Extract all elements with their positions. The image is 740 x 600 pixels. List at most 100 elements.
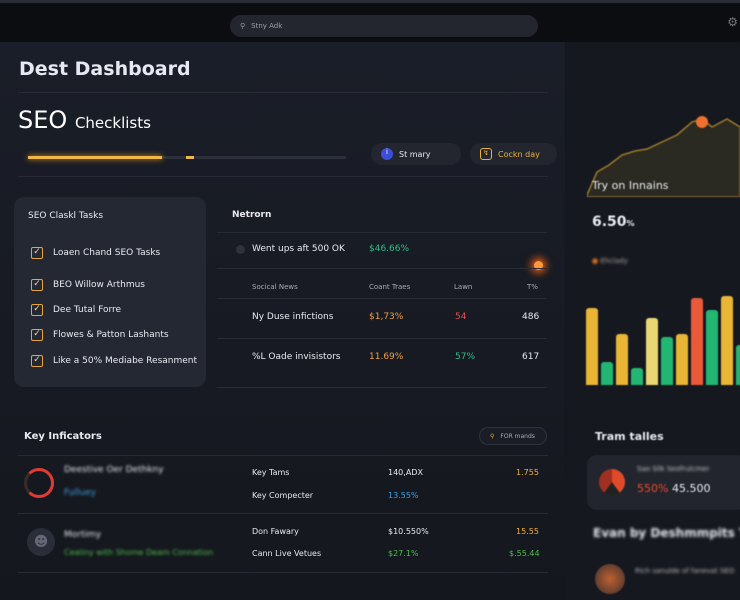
cockn-day-button[interactable]: ↯ Cockn day — [470, 143, 557, 165]
bolt-icon: ↯ — [480, 148, 492, 160]
table-cell: $1,73% — [369, 312, 404, 322]
column-header: Lawn — [454, 283, 473, 291]
row-label: Went ups aft 500 OK — [252, 244, 345, 254]
table-cell: %L Oade invisistors — [252, 352, 341, 362]
section-title-small: Checklists — [74, 114, 151, 132]
search-input[interactable]: ⚲ Stny Adk — [230, 15, 538, 37]
bar — [586, 308, 598, 385]
thumbnail-icon — [595, 564, 625, 594]
chart-legend: ● Ehclady — [592, 257, 628, 265]
task-label: BEO Willow Arthmus — [53, 280, 145, 290]
task-label: Flowes & Patton Lashants — [53, 330, 169, 340]
bar — [661, 337, 673, 385]
task-item[interactable]: ✓ Dee Tutal Forre — [31, 304, 121, 316]
task-label: Like a 50% Mediabe Resanment — [53, 356, 198, 366]
netron-title: Netrorn — [232, 210, 272, 220]
checkbox-checked-icon[interactable]: ✓ — [31, 304, 43, 316]
search-placeholder: Stny Adk — [251, 22, 283, 30]
area-series — [587, 118, 740, 197]
section-title: SEO Checklists — [18, 106, 151, 134]
table-cell: 57% — [455, 352, 476, 362]
task-item[interactable]: ✓ BEO Willow Arthmus — [31, 279, 145, 291]
task-item[interactable]: ✓ Like a 50% Mediabe Resanment — [31, 355, 197, 367]
divider — [18, 92, 548, 93]
section-title: Evan by Deshmmpits Ti — [593, 526, 740, 540]
metric-label: Key Tams — [252, 468, 290, 477]
stat-label: Sao Silk Seofrulcmer — [637, 465, 710, 473]
section-title-big: SEO — [18, 106, 68, 134]
bar — [616, 334, 628, 385]
peak-marker — [696, 116, 708, 128]
bar-chart — [586, 290, 740, 385]
divider — [18, 455, 548, 456]
metric-label: Don Fawary — [252, 527, 299, 536]
divider — [217, 387, 547, 388]
table-cell: Ny Duse infictions — [252, 312, 334, 322]
task-label: Dee Tutal Forre — [53, 305, 122, 315]
row-value: $46.66% — [369, 244, 410, 254]
stat-percent: 550% — [637, 482, 669, 495]
bar — [646, 318, 658, 385]
metric-label: Cann Live Vetues — [252, 549, 322, 558]
bar — [736, 345, 740, 385]
metric-extra: $.55.44 — [509, 549, 540, 558]
card-title: SEO Claskl Tasks — [28, 211, 104, 221]
bar — [601, 362, 613, 385]
right-panel: Try on Innains 6.50% ● Ehclady Tram tall… — [565, 42, 740, 600]
column-header: Socical News — [252, 283, 298, 291]
button-label: Cockn day — [498, 149, 540, 159]
page-title: Dest Dashboard — [19, 58, 191, 80]
glow-dot-icon — [534, 261, 543, 270]
donut-icon — [599, 469, 625, 495]
indicator-name: Mortimy — [64, 530, 102, 540]
info-icon: i — [381, 148, 393, 160]
checkbox-checked-icon[interactable]: ✓ — [31, 279, 43, 291]
checkbox-checked-icon[interactable]: ✓ — [31, 329, 43, 341]
seo-tasks-card: SEO Claskl Tasks ✓ Loaen Chand SEO Tasks … — [14, 197, 206, 387]
button-label: St mary — [399, 149, 431, 159]
column-header: Coant Traes — [369, 283, 411, 291]
metric-extra: 1.755 — [516, 468, 539, 477]
task-item[interactable]: ✓ Flowes & Patton Lashants — [31, 329, 169, 341]
table-cell: 617 — [522, 352, 540, 362]
key-indicators-title: Key Inficators — [24, 431, 102, 442]
section-title: Tram talles — [595, 430, 664, 443]
metric-suffix: % — [626, 219, 635, 228]
divider — [217, 338, 547, 339]
filter-button[interactable]: ⚲ FOR mands — [479, 427, 547, 445]
legend-label: Ehclady — [600, 257, 628, 265]
indicator-name: Deestive Oer Dethkny — [64, 465, 164, 475]
gear-icon[interactable]: ⚙ — [727, 15, 738, 29]
task-item[interactable]: ✓ Loaen Chand SEO Tasks — [31, 247, 160, 259]
search-icon: ⚲ — [240, 22, 246, 30]
st-mary-button[interactable]: i St mary — [371, 143, 461, 165]
checkbox-checked-icon[interactable]: ✓ — [31, 355, 43, 367]
status-dot-icon — [236, 245, 245, 254]
checkbox-checked-icon[interactable]: ✓ — [31, 247, 43, 259]
bar — [631, 368, 643, 385]
avatar-icon: ☻ — [27, 528, 55, 556]
metric-value: 140,ADX — [388, 468, 423, 477]
list-item-text: Rich sanulde of fanevat SEO — [635, 567, 735, 575]
metric-value: $27.1% — [388, 549, 419, 558]
divider — [217, 232, 547, 233]
indicator-sub: Fulluey — [64, 488, 96, 498]
divider — [217, 268, 547, 269]
top-bar: ⚲ Stny Adk ⚙ — [0, 0, 740, 42]
filter-label: FOR mands — [500, 432, 535, 440]
stat-card: Sao Silk Seofrulcmer 550% 45.500 — [587, 455, 740, 510]
bar — [721, 296, 733, 385]
metric-value: $10.550% — [388, 527, 429, 536]
divider — [18, 572, 548, 573]
metric-value: 13.55% — [388, 491, 419, 500]
divider — [18, 176, 548, 177]
stat-value: 45.500 — [671, 482, 711, 495]
metric-label: Key Compecter — [252, 491, 314, 500]
bar — [691, 298, 703, 385]
bar — [676, 334, 688, 385]
progress-bar — [28, 156, 346, 159]
divider — [217, 298, 547, 299]
progress-ring-icon — [24, 468, 54, 498]
metric-extra: 15.55 — [516, 527, 539, 536]
table-cell: 11.69% — [369, 352, 404, 362]
